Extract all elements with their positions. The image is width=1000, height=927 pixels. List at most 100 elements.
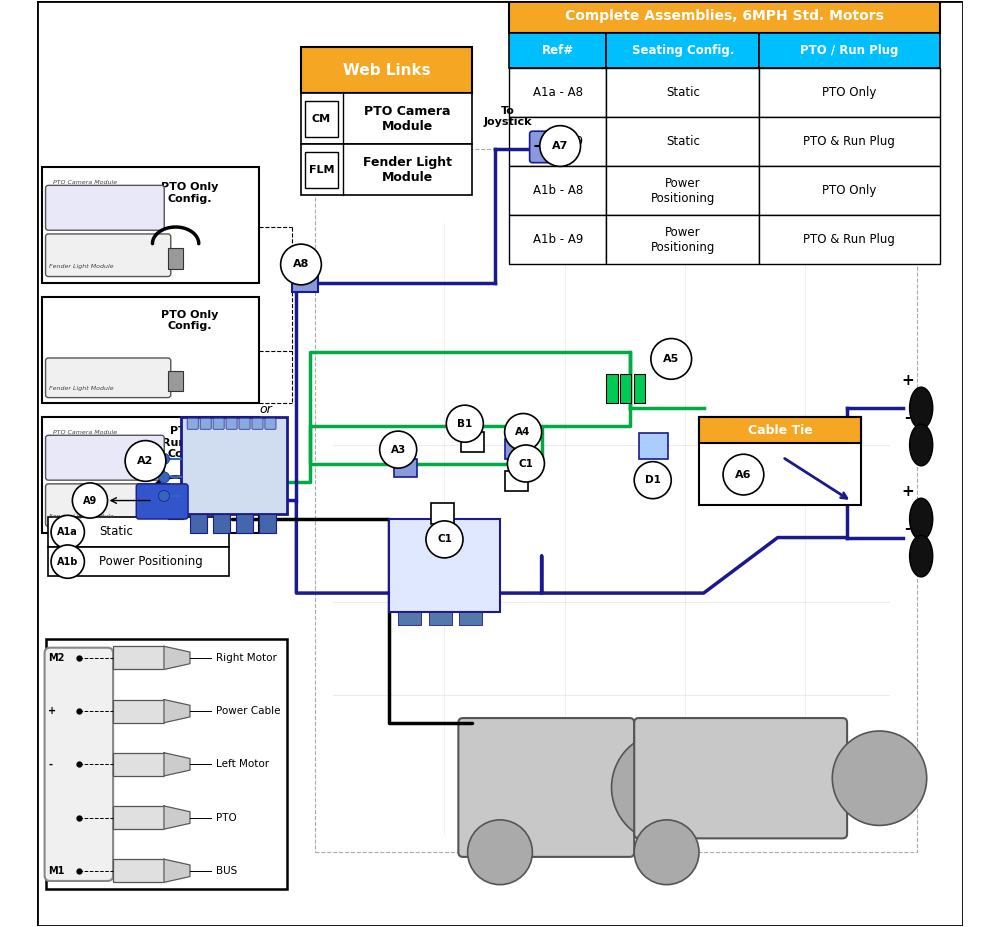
FancyBboxPatch shape: [606, 69, 759, 118]
Ellipse shape: [910, 425, 933, 465]
FancyBboxPatch shape: [759, 69, 940, 118]
FancyBboxPatch shape: [461, 432, 484, 452]
Text: B1: B1: [457, 419, 472, 428]
FancyBboxPatch shape: [113, 806, 164, 829]
FancyBboxPatch shape: [113, 859, 164, 883]
Text: PTO Camera
Module: PTO Camera Module: [364, 105, 451, 133]
FancyBboxPatch shape: [48, 547, 229, 577]
Text: M1: M1: [48, 866, 65, 876]
Text: Fender Light
Module: Fender Light Module: [363, 156, 452, 184]
Text: A1b - A8: A1b - A8: [533, 184, 583, 197]
FancyBboxPatch shape: [459, 612, 482, 626]
Circle shape: [281, 244, 321, 285]
Polygon shape: [164, 806, 190, 829]
Text: -: -: [48, 759, 52, 769]
FancyBboxPatch shape: [606, 374, 618, 403]
FancyBboxPatch shape: [168, 248, 183, 269]
Text: Static: Static: [666, 135, 700, 148]
Text: A1a - A8: A1a - A8: [533, 86, 583, 99]
FancyBboxPatch shape: [699, 417, 861, 505]
Text: A2: A2: [137, 456, 154, 466]
FancyBboxPatch shape: [305, 101, 338, 137]
Text: PTO Camera Module: PTO Camera Module: [53, 180, 117, 184]
Circle shape: [507, 445, 544, 482]
FancyBboxPatch shape: [46, 640, 287, 889]
FancyBboxPatch shape: [42, 417, 259, 533]
Ellipse shape: [910, 387, 933, 429]
FancyBboxPatch shape: [305, 152, 338, 187]
FancyBboxPatch shape: [226, 418, 237, 429]
Polygon shape: [164, 753, 190, 776]
FancyBboxPatch shape: [181, 417, 287, 514]
Circle shape: [634, 462, 671, 499]
Text: +: +: [901, 373, 914, 387]
Text: A1b - A9: A1b - A9: [533, 234, 583, 247]
FancyBboxPatch shape: [265, 418, 276, 429]
Text: Fender Light Module: Fender Light Module: [49, 386, 113, 391]
Text: A4: A4: [515, 427, 531, 437]
FancyBboxPatch shape: [699, 417, 861, 443]
Circle shape: [651, 338, 692, 379]
FancyBboxPatch shape: [394, 459, 417, 477]
Circle shape: [51, 545, 84, 578]
Text: A8: A8: [293, 260, 309, 270]
FancyBboxPatch shape: [136, 484, 188, 519]
Text: Right Motor: Right Motor: [216, 653, 277, 663]
Circle shape: [380, 431, 417, 468]
FancyBboxPatch shape: [634, 718, 847, 838]
Text: Complete Assemblies, 6MPH Std. Motors: Complete Assemblies, 6MPH Std. Motors: [565, 8, 884, 22]
Text: A1a - A9: A1a - A9: [533, 135, 583, 148]
Circle shape: [446, 405, 483, 442]
Text: FLM: FLM: [309, 165, 334, 174]
Text: PTO Only
Config.: PTO Only Config.: [161, 310, 218, 331]
FancyBboxPatch shape: [301, 145, 472, 195]
FancyBboxPatch shape: [259, 514, 276, 533]
FancyBboxPatch shape: [509, 118, 606, 166]
Text: PTO Camera Module: PTO Camera Module: [53, 430, 117, 435]
FancyBboxPatch shape: [190, 514, 207, 533]
Text: PTO &
Run Plug
Config.: PTO & Run Plug Config.: [162, 426, 218, 459]
FancyBboxPatch shape: [301, 94, 472, 145]
FancyBboxPatch shape: [236, 514, 253, 533]
FancyBboxPatch shape: [505, 471, 528, 491]
Text: Left Motor: Left Motor: [216, 759, 269, 769]
FancyBboxPatch shape: [606, 166, 759, 215]
FancyBboxPatch shape: [113, 646, 164, 669]
FancyBboxPatch shape: [45, 648, 113, 881]
Polygon shape: [164, 700, 190, 723]
FancyBboxPatch shape: [530, 132, 552, 162]
FancyBboxPatch shape: [48, 517, 229, 547]
Circle shape: [634, 819, 699, 884]
Text: PTO Only
Config.: PTO Only Config.: [161, 182, 218, 204]
Polygon shape: [164, 646, 190, 669]
Text: BUS: BUS: [216, 866, 237, 876]
FancyBboxPatch shape: [509, 0, 940, 33]
FancyBboxPatch shape: [759, 118, 940, 166]
FancyBboxPatch shape: [620, 374, 631, 403]
FancyBboxPatch shape: [213, 514, 230, 533]
Polygon shape: [164, 859, 190, 883]
FancyBboxPatch shape: [431, 503, 454, 524]
Text: PTO Only: PTO Only: [822, 86, 877, 99]
Circle shape: [723, 454, 764, 495]
FancyBboxPatch shape: [509, 69, 606, 118]
Circle shape: [158, 490, 170, 502]
Text: PTO Only: PTO Only: [822, 184, 877, 197]
Text: Power
Positioning: Power Positioning: [651, 177, 715, 205]
FancyBboxPatch shape: [301, 47, 472, 94]
Text: CM: CM: [312, 114, 331, 123]
FancyBboxPatch shape: [113, 700, 164, 723]
FancyBboxPatch shape: [46, 436, 164, 480]
FancyBboxPatch shape: [389, 519, 500, 612]
Text: -: -: [904, 410, 910, 425]
FancyBboxPatch shape: [239, 418, 250, 429]
Text: or: or: [259, 403, 272, 416]
FancyBboxPatch shape: [759, 33, 940, 69]
FancyBboxPatch shape: [46, 185, 164, 230]
Text: To
Joystick: To Joystick: [483, 106, 532, 127]
Text: C1: C1: [437, 534, 452, 544]
Text: +: +: [901, 484, 914, 499]
Text: PTO: PTO: [216, 813, 237, 822]
Circle shape: [540, 126, 581, 166]
Circle shape: [72, 483, 108, 518]
